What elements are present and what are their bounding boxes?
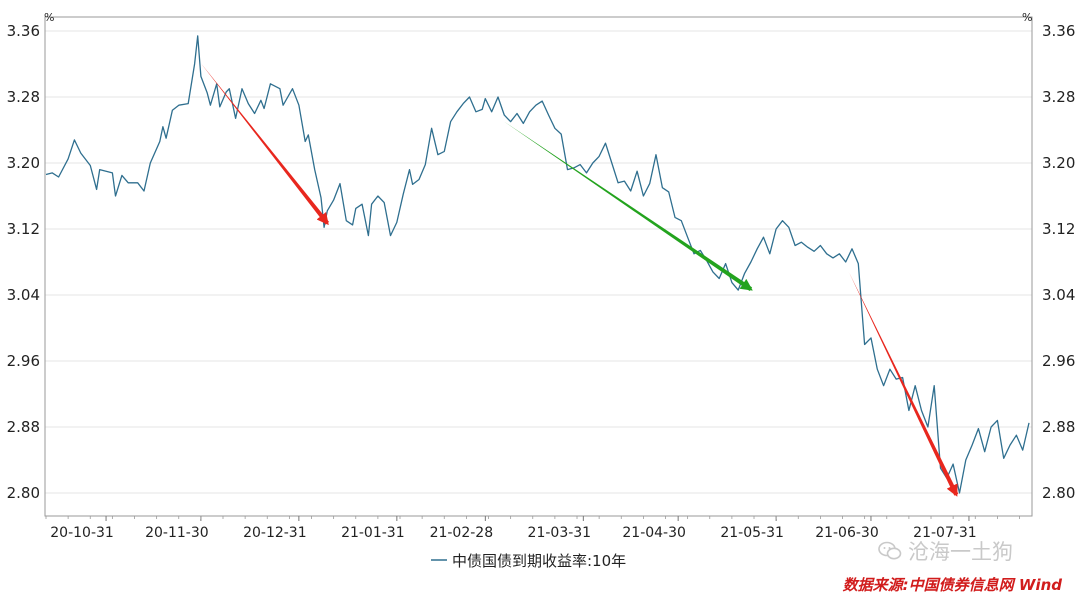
watermark: 沧海一土狗 (878, 536, 1013, 566)
watermark-text: 沧海一土狗 (908, 540, 1013, 564)
y-tick-label-left: 3.04 (7, 286, 40, 304)
x-tick-label: 20-11-30 (145, 525, 209, 541)
x-tick-label: 21-02-28 (430, 525, 494, 541)
series-layer (45, 35, 1030, 494)
x-tick-label: 21-06-30 (815, 525, 879, 541)
series-line (45, 35, 1030, 494)
y-tick-label-right: 2.88 (1042, 418, 1075, 436)
grid (45, 30, 1032, 494)
y-tick-label-right: 3.20 (1042, 154, 1075, 172)
x-tick-label: 21-05-31 (720, 525, 784, 541)
trend-arrow (504, 121, 753, 291)
trend-arrow (200, 63, 329, 225)
y-tick-label-left: 2.80 (7, 484, 40, 502)
x-tick-label: 20-12-31 (243, 525, 307, 541)
y-tick-label-left: 2.96 (7, 352, 40, 370)
plot-frame (44, 16, 1033, 517)
legend: 中债国债到期收益率:10年 (431, 552, 626, 570)
x-tick-label: 21-01-31 (341, 525, 405, 541)
y-tick-label-left: 3.12 (7, 220, 40, 238)
y-tick-label-right: 3.28 (1042, 88, 1075, 106)
legend-label: 中债国债到期收益率:10年 (452, 552, 626, 570)
y-tick-label-left: 3.28 (7, 88, 40, 106)
x-tick-label: 20-10-31 (50, 525, 114, 541)
y-tick-label-left: 2.88 (7, 418, 40, 436)
y-axis-right: 3.36 3.28 3.20 3.12 3.04 2.96 2.88 2.80 (1042, 22, 1075, 502)
wechat-icon (878, 541, 902, 560)
y-tick-label-left: 3.20 (7, 154, 40, 172)
x-axis: 20-10-31 20-11-30 20-12-31 21-01-31 21-02-28… (45, 516, 1020, 541)
annotation-layer (200, 63, 959, 497)
x-tick-label: 21-03-31 (528, 525, 592, 541)
y-tick-label-right: 2.96 (1042, 352, 1075, 370)
y-tick-label-right: 2.80 (1042, 484, 1075, 502)
x-tick-label: 21-07-31 (913, 525, 977, 541)
trend-arrow (848, 271, 959, 496)
trend-arrow-head (316, 211, 329, 226)
y-tick-label-left: 3.36 (7, 22, 40, 40)
x-tick-label: 21-04-30 (622, 525, 686, 541)
source-note: 数据来源:中国债券信息网 Wind (842, 576, 1062, 594)
trend-arrow-head (946, 483, 958, 497)
trend-arrow-head (739, 278, 753, 291)
y-axis-left: 3.36 3.28 3.20 3.12 3.04 2.96 2.88 2.80 (7, 22, 40, 502)
y-tick-label-right: 3.04 (1042, 286, 1075, 304)
unit-left: % (44, 11, 54, 24)
y-tick-label-right: 3.36 (1042, 22, 1075, 40)
unit-right: % (1022, 11, 1032, 24)
y-tick-label-right: 3.12 (1042, 220, 1075, 238)
